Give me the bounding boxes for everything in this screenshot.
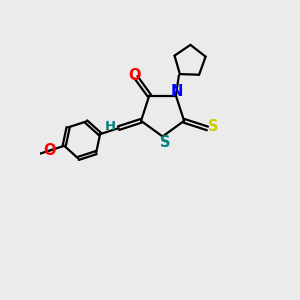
Text: H: H: [104, 120, 116, 133]
Text: N: N: [171, 84, 183, 99]
Text: O: O: [43, 143, 56, 158]
Text: O: O: [128, 68, 141, 83]
Text: S: S: [160, 135, 170, 150]
Text: S: S: [208, 119, 218, 134]
